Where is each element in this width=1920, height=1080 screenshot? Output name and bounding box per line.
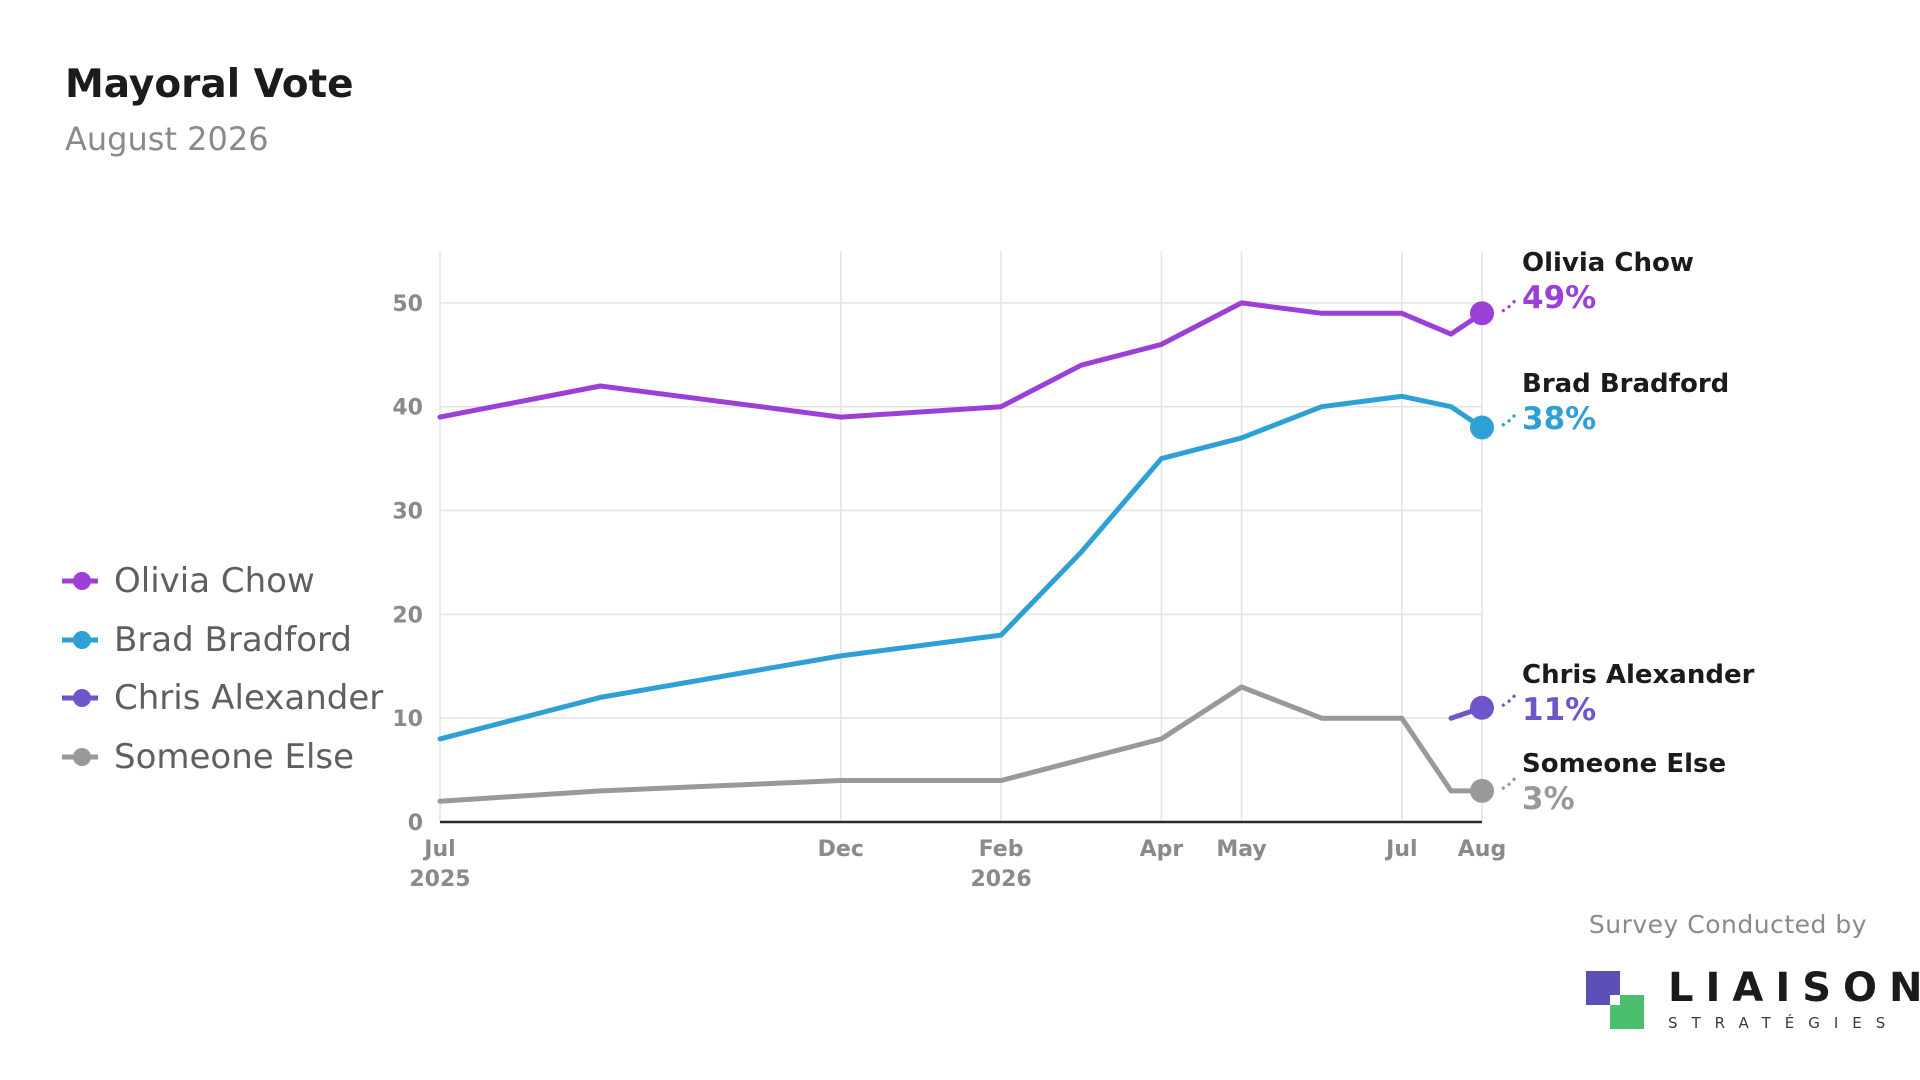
y-tick-label: 30 (392, 500, 423, 525)
x-tick-label: Dec (818, 837, 864, 862)
legend-label: Brad Bradford (114, 619, 352, 660)
x-tick-label: Apr (1140, 837, 1184, 862)
series-end-marker (1470, 301, 1494, 326)
x-tick-label: Jul (1384, 837, 1417, 862)
end-label-name: Someone Else (1522, 749, 1726, 779)
end-label-connector (1501, 412, 1518, 427)
legend-item: Chris Alexander (62, 669, 383, 728)
legend-item: Olivia Chow (62, 552, 383, 611)
x-tick-year-label: 2025 (409, 867, 470, 892)
chart-subtitle: August 2026 (65, 120, 269, 158)
series-end-marker (1470, 695, 1494, 720)
x-tick-year-label: 2026 (970, 867, 1031, 892)
y-tick-label: 0 (408, 811, 423, 836)
legend-item: Someone Else (62, 728, 383, 787)
series-end-marker (1470, 778, 1494, 803)
x-tick-label: Aug (1458, 837, 1506, 862)
end-label-value: 3% (1522, 781, 1575, 817)
legend-swatch-icon (62, 689, 98, 708)
chart-title: Mayoral Vote (65, 62, 354, 107)
y-tick-label: 50 (392, 292, 423, 317)
y-tick-label: 10 (392, 707, 423, 732)
logo-square-overlap (1610, 995, 1620, 1005)
brand-logo: LIAISON STRATÉGIES (1586, 968, 1920, 1032)
series-line (437, 393, 1485, 742)
grid (439, 251, 1483, 822)
brand-name: LIAISON (1668, 965, 1920, 1011)
brand-text: LIAISON STRATÉGIES (1668, 968, 1920, 1032)
series-line (437, 684, 1485, 804)
legend-label: Olivia Chow (114, 561, 315, 602)
brand-subtitle: STRATÉGIES (1668, 1014, 1900, 1032)
axes: Jul 2025 Dec Feb 2026 Apr May Jul Aug 0 10 20 30 40 50 (392, 292, 1506, 892)
end-label-connector (1501, 692, 1518, 708)
legend-label: Chris Alexander (114, 678, 384, 719)
legend-swatch-icon (62, 747, 98, 766)
legend-swatch-icon (62, 630, 98, 649)
end-label-name: Brad Bradford (1522, 369, 1729, 399)
legend: Olivia Chow Brad Bradford Chris Alexander S… (62, 552, 383, 786)
y-tick-label: 20 (392, 603, 423, 628)
end-label-connector (1501, 298, 1518, 313)
legend-swatch-icon (62, 572, 98, 591)
end-label-connector (1501, 775, 1518, 791)
end-label-value: 38% (1522, 401, 1596, 437)
end-label-name: Chris Alexander (1522, 660, 1755, 690)
legend-label: Someone Else (114, 736, 355, 777)
end-label-name: Olivia Chow (1522, 248, 1694, 278)
series-line (437, 300, 1485, 420)
source-label: Survey Conducted by (1588, 910, 1867, 939)
x-tick-label: Jul (422, 837, 455, 862)
end-label-value: 49% (1522, 280, 1596, 316)
x-tick-label: Feb (979, 837, 1024, 862)
legend-item: Brad Bradford (62, 611, 383, 670)
liaison-logo-icon (1586, 971, 1644, 1029)
end-label-value: 11% (1522, 692, 1596, 728)
x-tick-label: May (1216, 837, 1266, 862)
series-end-marker (1470, 415, 1494, 440)
y-tick-label: 40 (392, 396, 423, 421)
series-lines (437, 298, 1518, 804)
